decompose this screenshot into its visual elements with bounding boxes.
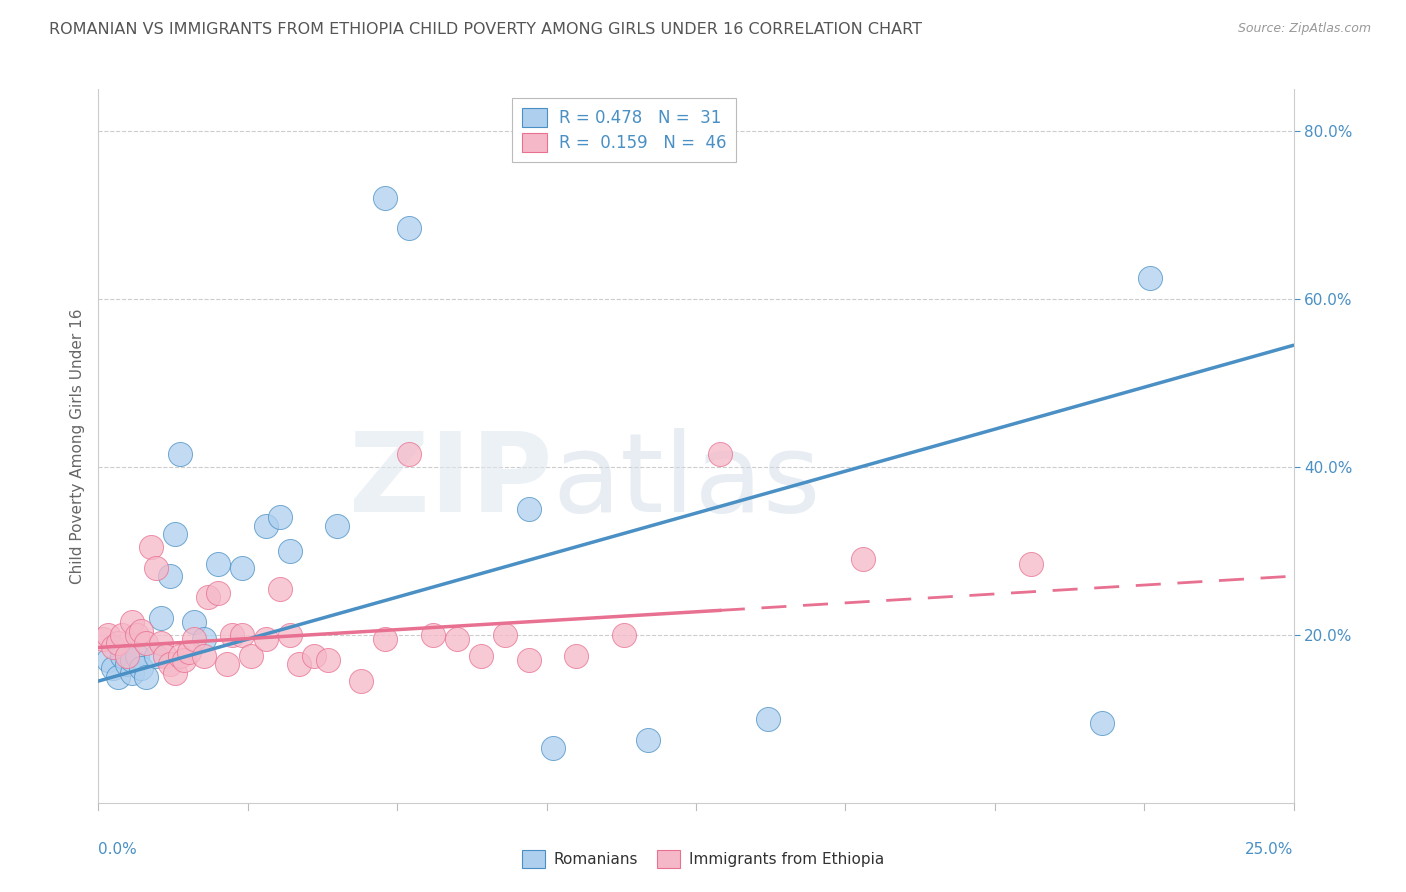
Point <box>517 502 540 516</box>
Point <box>97 628 120 642</box>
Point <box>121 665 143 680</box>
Text: 0.0%: 0.0% <box>98 842 138 857</box>
Text: ZIP: ZIP <box>349 428 553 535</box>
Point <box>131 624 153 638</box>
Point <box>139 540 162 554</box>
Point <box>494 628 516 642</box>
Point <box>278 628 301 642</box>
Legend: R = 0.478   N =  31, R =  0.159   N =  46: R = 0.478 N = 31, R = 0.159 N = 46 <box>512 97 737 161</box>
Point <box>193 648 215 663</box>
Point <box>398 220 420 235</box>
Point <box>115 657 138 672</box>
Point <box>107 636 129 650</box>
Point <box>159 657 181 672</box>
Point <box>145 560 167 574</box>
Point <box>350 674 373 689</box>
Point <box>97 653 120 667</box>
Point <box>193 632 215 646</box>
Point <box>183 615 205 630</box>
Legend: Romanians, Immigrants from Ethiopia: Romanians, Immigrants from Ethiopia <box>516 844 890 873</box>
Point <box>326 518 349 533</box>
Point <box>179 645 201 659</box>
Point <box>125 648 148 663</box>
Point <box>125 628 148 642</box>
Point <box>163 665 186 680</box>
Point <box>254 632 277 646</box>
Point <box>101 640 124 655</box>
Point <box>316 653 339 667</box>
Point <box>111 628 134 642</box>
Point <box>163 527 186 541</box>
Point <box>269 510 291 524</box>
Point <box>121 653 143 667</box>
Point <box>852 552 875 566</box>
Text: atlas: atlas <box>553 428 821 535</box>
Point <box>709 447 731 461</box>
Point <box>115 648 138 663</box>
Point <box>422 628 444 642</box>
Point <box>398 447 420 461</box>
Point <box>240 648 263 663</box>
Point <box>169 447 191 461</box>
Point <box>517 653 540 667</box>
Point <box>149 611 172 625</box>
Point <box>1019 557 1042 571</box>
Point <box>135 636 157 650</box>
Point <box>131 661 153 675</box>
Point <box>145 648 167 663</box>
Text: Source: ZipAtlas.com: Source: ZipAtlas.com <box>1237 22 1371 36</box>
Point <box>374 632 396 646</box>
Point <box>111 648 134 663</box>
Point <box>221 628 243 642</box>
Point <box>1091 716 1114 731</box>
Point <box>207 557 229 571</box>
Y-axis label: Child Poverty Among Girls Under 16: Child Poverty Among Girls Under 16 <box>69 309 84 583</box>
Point <box>173 653 195 667</box>
Point <box>470 648 492 663</box>
Point <box>637 732 659 747</box>
Point <box>101 661 124 675</box>
Point <box>197 590 219 604</box>
Point <box>1139 271 1161 285</box>
Point <box>278 544 301 558</box>
Point <box>207 586 229 600</box>
Point <box>302 648 325 663</box>
Point <box>159 569 181 583</box>
Point <box>149 636 172 650</box>
Point <box>183 632 205 646</box>
Point <box>446 632 468 646</box>
Point <box>541 741 564 756</box>
Text: 25.0%: 25.0% <box>1246 842 1294 857</box>
Point <box>169 648 191 663</box>
Point <box>374 191 396 205</box>
Point <box>756 712 779 726</box>
Point <box>121 615 143 630</box>
Point <box>288 657 311 672</box>
Point <box>91 632 114 646</box>
Point <box>565 648 588 663</box>
Point <box>107 670 129 684</box>
Point <box>231 560 253 574</box>
Point <box>155 648 177 663</box>
Point <box>217 657 239 672</box>
Point <box>254 518 277 533</box>
Point <box>135 670 157 684</box>
Text: ROMANIAN VS IMMIGRANTS FROM ETHIOPIA CHILD POVERTY AMONG GIRLS UNDER 16 CORRELAT: ROMANIAN VS IMMIGRANTS FROM ETHIOPIA CHI… <box>49 22 922 37</box>
Point <box>269 582 291 596</box>
Point <box>231 628 253 642</box>
Point <box>613 628 636 642</box>
